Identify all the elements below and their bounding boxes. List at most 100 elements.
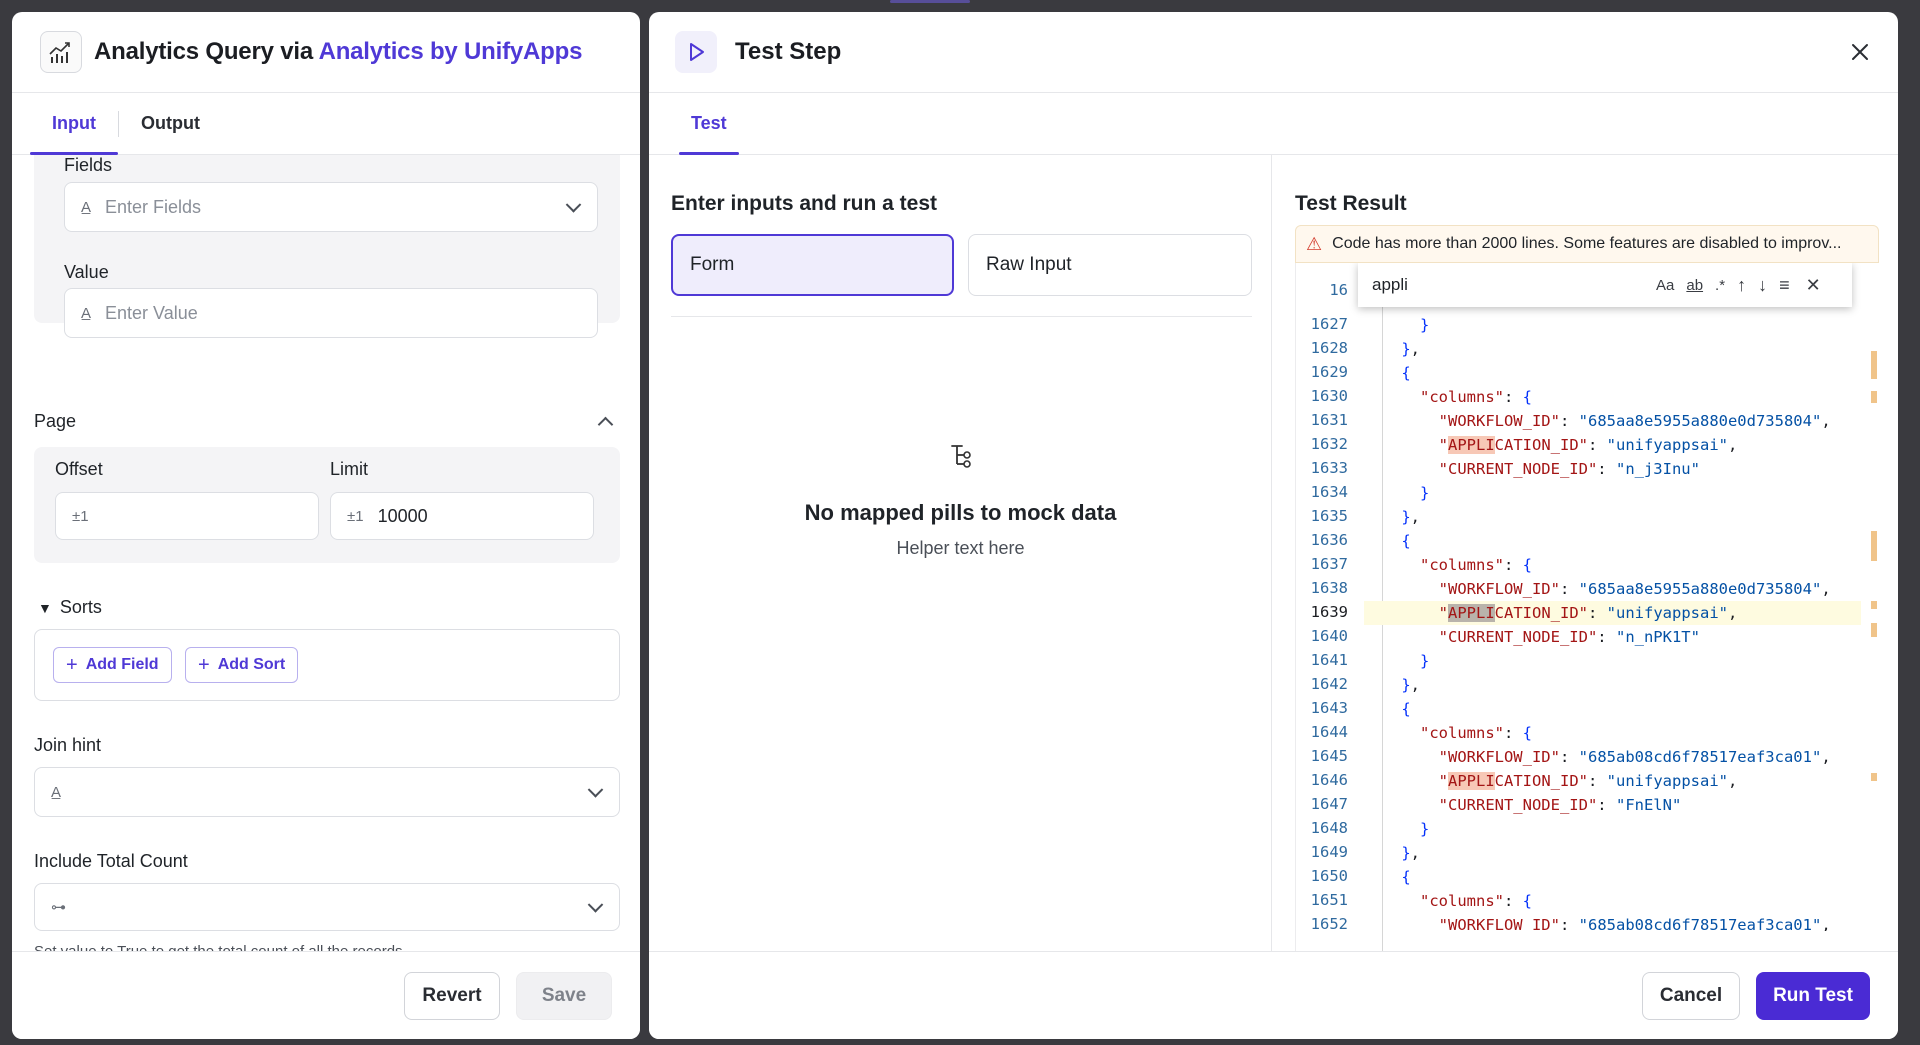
line-number: 1632 xyxy=(1310,435,1348,453)
add-field-button[interactable]: + Add Field xyxy=(53,647,172,683)
line-number: 1633 xyxy=(1310,459,1348,477)
include-total-count-help: Set value to True to get the total count… xyxy=(34,943,403,951)
code-line: } xyxy=(1420,316,1430,334)
step-config-header: Analytics Query via Analytics by UnifyAp… xyxy=(12,12,640,93)
test-step-title: Test Step xyxy=(735,38,842,65)
fields-label: Fields xyxy=(64,155,113,175)
plus-icon: + xyxy=(66,653,78,676)
chevron-up-icon[interactable] xyxy=(597,416,614,433)
test-footer: Cancel Run Test xyxy=(649,951,1898,1039)
offset-input[interactable]: ±1 xyxy=(55,492,319,540)
warning-icon: ⚠ xyxy=(1306,233,1323,254)
code-line: }, xyxy=(1401,508,1421,526)
fields-select[interactable]: A̲ Enter Fields xyxy=(64,182,598,232)
overview-ruler-mark xyxy=(1871,531,1877,561)
step-title-app-link[interactable]: Analytics by UnifyApps xyxy=(318,38,583,65)
line-number: 1638 xyxy=(1310,579,1348,597)
text-type-icon: A̲ xyxy=(81,304,92,322)
add-sort-button[interactable]: + Add Sort xyxy=(185,647,299,683)
regex-toggle[interactable]: .* xyxy=(1715,276,1726,294)
test-step-header: Test Step xyxy=(649,12,1898,93)
code-line: } xyxy=(1420,484,1430,502)
find-in-selection-icon[interactable]: ≡ xyxy=(1779,274,1790,295)
line-number: 16 xyxy=(1329,281,1348,299)
chevron-down-icon xyxy=(587,897,604,913)
value-label: Value xyxy=(64,262,109,282)
code-line: }, xyxy=(1401,340,1421,358)
large-file-warning: ⚠ Code has more than 2000 lines. Some fe… xyxy=(1295,225,1879,263)
find-input[interactable]: appli xyxy=(1372,275,1408,294)
number-type-icon: ±1 xyxy=(347,507,364,525)
line-number: 1651 xyxy=(1310,891,1348,909)
offset-label: Offset xyxy=(55,459,103,479)
code-line: }, xyxy=(1401,844,1421,862)
limit-input[interactable]: ±1 10000 xyxy=(330,492,594,540)
revert-button[interactable]: Revert xyxy=(404,972,500,1020)
step-title-prefix: Analytics Query via xyxy=(94,38,319,65)
empty-state-title: No mapped pills to mock data xyxy=(804,500,1117,525)
value-placeholder: Enter Value xyxy=(105,302,198,323)
config-footer: Revert Save xyxy=(12,951,640,1039)
raw-input-mode-button[interactable]: Raw Input xyxy=(968,234,1252,296)
test-step-panel: Test Step Test Enter inputs and run a te… xyxy=(649,12,1898,1039)
line-number: 1627 xyxy=(1310,315,1348,333)
fields-placeholder: Enter Fields xyxy=(105,196,202,217)
add-field-label: Add Field xyxy=(85,656,159,673)
code-line: { xyxy=(1401,700,1411,718)
tab-output[interactable]: Output xyxy=(140,113,200,133)
line-number: 1641 xyxy=(1310,651,1348,669)
test-result-title: Test Result xyxy=(1295,192,1407,215)
match-case-toggle[interactable]: Aa xyxy=(1656,276,1675,294)
test-inputs-section: Enter inputs and run a test Form Raw Inp… xyxy=(649,155,1272,951)
line-number: 1645 xyxy=(1310,747,1348,765)
step-config-panel: Analytics Query via Analytics by UnifyAp… xyxy=(12,12,640,1039)
line-number: 1646 xyxy=(1310,771,1348,789)
run-test-button[interactable]: Run Test xyxy=(1756,972,1870,1020)
code-line: "WORKFLOW_ID": "685aa8e5955a880e0d735804… xyxy=(1438,412,1831,430)
test-inputs-title: Enter inputs and run a test xyxy=(671,192,938,215)
code-line: "columns": { xyxy=(1420,892,1533,910)
line-number: 1630 xyxy=(1310,387,1348,405)
join-hint-select[interactable]: A̲ xyxy=(34,767,620,817)
line-number: 1635 xyxy=(1310,507,1348,525)
line-number: 1631 xyxy=(1310,411,1348,429)
line-number-gutter: 16 1627 1628 1629 1630 1631 1632 1633 16… xyxy=(1296,263,1364,951)
close-find-icon[interactable]: ✕ xyxy=(1805,274,1821,295)
step-title: Analytics Query via Analytics by UnifyAp… xyxy=(94,38,582,66)
workflow-id-value: 685ab08cd6f78517eaf3ca01 xyxy=(1588,748,1812,766)
section-divider xyxy=(671,316,1252,317)
form-mode-button[interactable]: Form xyxy=(671,234,954,296)
line-number: 1652 xyxy=(1310,915,1348,931)
line-number: 1650 xyxy=(1310,867,1348,885)
application-id-value: unifyappsai xyxy=(1616,772,1719,790)
save-button[interactable]: Save xyxy=(516,972,612,1020)
line-number: 1634 xyxy=(1310,483,1348,501)
line-number: 1629 xyxy=(1310,363,1348,381)
arrow-up-icon[interactable]: ↑ xyxy=(1737,274,1747,295)
tab-test[interactable]: Test xyxy=(679,93,739,155)
overview-ruler-mark xyxy=(1871,601,1877,609)
line-number: 1628 xyxy=(1310,339,1348,357)
value-input[interactable]: A̲ Enter Value xyxy=(64,288,598,338)
line-number: 1643 xyxy=(1310,699,1348,717)
sorts-title: Sorts xyxy=(59,597,102,617)
close-icon[interactable] xyxy=(1848,40,1872,64)
code-line: { xyxy=(1401,868,1411,886)
line-number: 1644 xyxy=(1310,723,1348,741)
empty-state-subtitle: Helper text here xyxy=(896,538,1025,558)
result-code-editor[interactable]: 16 1627 1628 1629 1630 1631 1632 1633 16… xyxy=(1295,263,1879,951)
tab-input[interactable]: Input xyxy=(30,93,118,155)
chevron-down-icon xyxy=(587,782,604,798)
application-id-value: unifyappsai xyxy=(1616,436,1719,454)
play-icon xyxy=(675,31,717,73)
include-total-count-select[interactable]: ⊶ xyxy=(34,883,620,931)
config-form[interactable]: Fields A̲ Enter Fields Value A̲ Enter Va… xyxy=(12,155,640,951)
code-line: "CURRENT_NODE_ID": "n_j3Inu" xyxy=(1438,460,1700,478)
analytics-chart-icon xyxy=(40,31,82,73)
sorts-section-title[interactable]: ▼ Sorts xyxy=(38,597,102,618)
cancel-button[interactable]: Cancel xyxy=(1642,972,1740,1020)
match-whole-word-toggle[interactable]: ab xyxy=(1686,276,1704,294)
code-line: "WORKFLOW_ID": "685ab08cd6f78517eaf3ca01… xyxy=(1438,748,1831,766)
arrow-down-icon[interactable]: ↓ xyxy=(1758,274,1768,295)
limit-value: 10000 xyxy=(377,505,428,526)
